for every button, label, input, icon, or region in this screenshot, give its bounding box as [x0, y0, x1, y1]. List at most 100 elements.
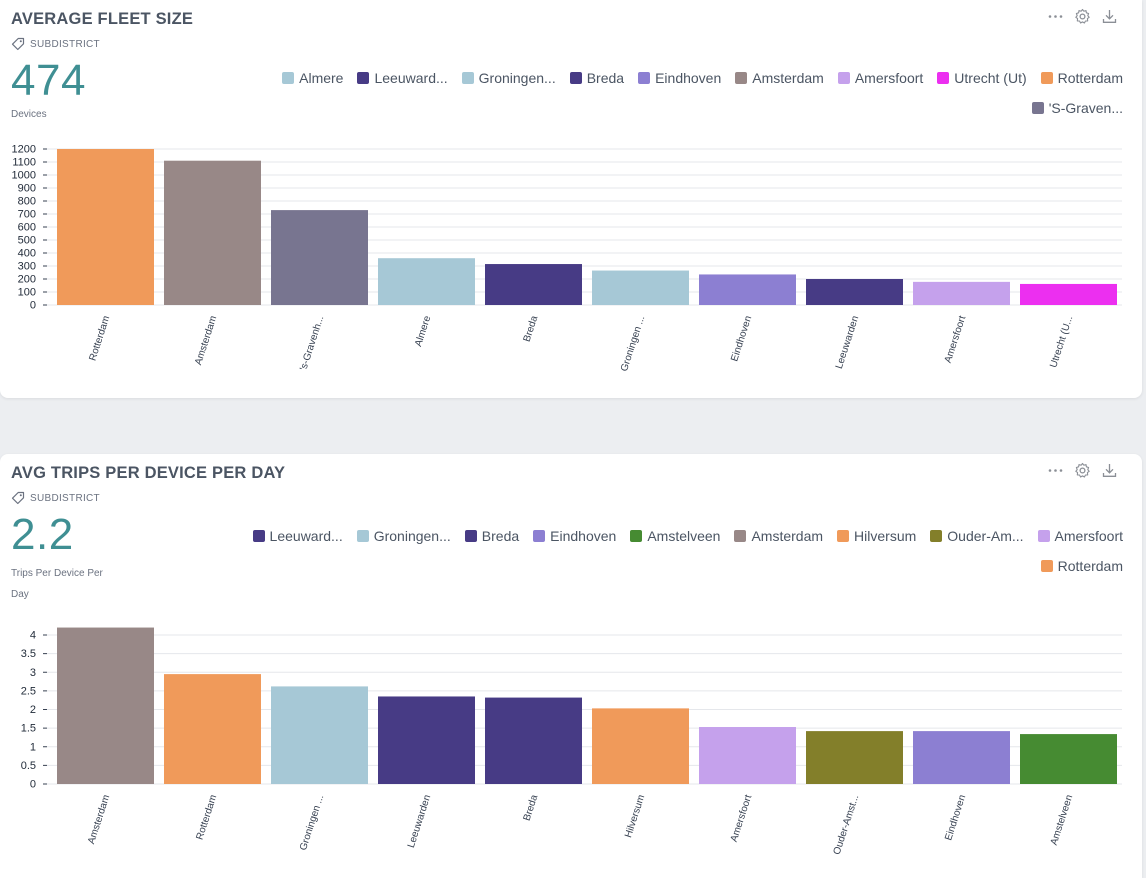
- x-category-label: Amersfoort: [729, 793, 755, 843]
- y-tick-label: 3: [30, 667, 36, 679]
- x-category-label: Amsterdam: [86, 794, 112, 846]
- download-icon[interactable]: [1101, 462, 1118, 479]
- legend-label: Amersfoort: [1054, 528, 1123, 544]
- y-tick-label: 700: [18, 209, 36, 221]
- legend-item[interactable]: Breda: [464, 527, 520, 545]
- x-category-label: Groningen ...: [619, 315, 647, 373]
- legend-swatch: [357, 72, 370, 84]
- legend-label: Amsterdam: [752, 70, 824, 86]
- x-category-label: Breda: [522, 793, 541, 822]
- y-tick-label: 1100: [12, 157, 36, 169]
- legend-item[interactable]: Amsterdam: [735, 69, 824, 87]
- y-tick-label: 0: [30, 300, 36, 312]
- legend-swatch: [356, 530, 369, 542]
- y-tick-label: 200: [18, 274, 36, 286]
- x-category-label: Leeuwarden: [406, 794, 433, 850]
- x-category-label: 's-Gravenh...: [298, 315, 326, 373]
- bar[interactable]: [164, 160, 261, 305]
- more-icon[interactable]: [1047, 8, 1064, 25]
- tag-row: SUBDISTRICT: [11, 491, 100, 505]
- more-icon[interactable]: [1047, 462, 1064, 479]
- legend-swatch: [464, 530, 477, 542]
- legend-item[interactable]: Groningen...: [461, 69, 556, 87]
- bar[interactable]: [271, 686, 368, 784]
- legend-item[interactable]: Hilversum: [837, 527, 916, 545]
- bar[interactable]: [806, 279, 903, 305]
- bar[interactable]: [1020, 283, 1117, 305]
- legend-label: Breda: [481, 528, 520, 544]
- bar[interactable]: [592, 708, 689, 784]
- y-tick-label: 100: [18, 287, 36, 299]
- bar[interactable]: [913, 731, 1010, 784]
- legend-swatch: [533, 530, 546, 542]
- gear-icon[interactable]: [1074, 8, 1091, 25]
- y-tick-label: 800: [18, 196, 36, 208]
- bar[interactable]: [57, 627, 154, 784]
- legend-swatch: [630, 530, 643, 542]
- legend-label: Leeuward...: [269, 528, 343, 544]
- legend-item[interactable]: Utrecht (Ut): [937, 69, 1027, 87]
- y-tick-label: 0: [30, 779, 36, 791]
- bar[interactable]: [1020, 734, 1117, 784]
- legend-item[interactable]: Ouder-Am...: [930, 527, 1024, 545]
- bar[interactable]: [699, 274, 796, 305]
- legend-label: Ouder-Am...: [947, 528, 1024, 544]
- bar[interactable]: [485, 264, 582, 305]
- x-category-label: Groningen ...: [298, 794, 326, 852]
- chart-legend: Almere Leeuward... Groningen... Breda Eindho…: [203, 69, 1123, 117]
- bar-chart: 0 0.5 1 1.5 2 2.5 3 3.5 4 Amsterdam Rotterdam Groni…: [21, 627, 1122, 857]
- legend-item[interactable]: Leeuward...: [252, 527, 343, 545]
- download-icon[interactable]: [1101, 8, 1118, 25]
- x-category-label: Almere: [413, 314, 433, 348]
- legend-item[interactable]: Rotterdam: [1040, 69, 1123, 87]
- bar[interactable]: [806, 731, 903, 784]
- y-tick-label: 0.5: [21, 760, 36, 772]
- bar[interactable]: [485, 697, 582, 784]
- bar[interactable]: [164, 674, 261, 784]
- legend-label: Rotterdam: [1057, 70, 1123, 86]
- legend-swatch: [837, 530, 850, 542]
- x-category-label: Amstelveen: [1049, 794, 1076, 847]
- bar[interactable]: [378, 258, 475, 305]
- gear-icon[interactable]: [1074, 462, 1091, 479]
- bar[interactable]: [57, 149, 154, 305]
- legend-swatch: [461, 72, 474, 84]
- bar[interactable]: [378, 696, 475, 784]
- tag-label: SUBDISTRICT: [30, 38, 100, 50]
- chart-legend: Leeuward... Groningen... Breda Eindhoven Ams…: [183, 527, 1123, 575]
- legend-item[interactable]: Leeuward...: [357, 69, 448, 87]
- bar[interactable]: [592, 270, 689, 305]
- y-tick-label: 400: [18, 248, 36, 260]
- legend-item[interactable]: Amstelveen: [630, 527, 720, 545]
- legend-item[interactable]: 'S-Graven...: [1031, 99, 1123, 117]
- bar[interactable]: [699, 727, 796, 784]
- legend-item[interactable]: Eindhoven: [638, 69, 721, 87]
- legend-item[interactable]: Almere: [282, 69, 343, 87]
- legend-item[interactable]: Rotterdam: [1040, 557, 1123, 575]
- legend-label: Hilversum: [854, 528, 917, 544]
- card-title: AVERAGE FLEET SIZE: [11, 10, 194, 28]
- x-category-label: Rotterdam: [87, 315, 112, 363]
- y-tick-label: 1000: [12, 170, 36, 182]
- x-category-label: Ouder-Amst...: [832, 794, 862, 857]
- bar[interactable]: [913, 281, 1010, 305]
- legend-item[interactable]: Groningen...: [356, 527, 451, 545]
- legend-item[interactable]: Eindhoven: [533, 527, 616, 545]
- legend-item[interactable]: Breda: [569, 69, 624, 87]
- x-category-label: Utrecht (U...: [1048, 315, 1075, 370]
- legend-label: Groningen...: [478, 70, 556, 86]
- y-tick-label: 3.5: [21, 648, 36, 660]
- legend-item[interactable]: Amersfoort: [837, 69, 923, 87]
- legend-swatch: [735, 72, 748, 84]
- unit-label: Devices: [11, 109, 47, 120]
- legend-swatch: [937, 72, 950, 84]
- legend-swatch: [837, 72, 850, 84]
- big-number: 474: [11, 56, 86, 105]
- y-tick-label: 2.5: [21, 685, 36, 697]
- bar[interactable]: [271, 210, 368, 305]
- big-number: 2.2: [11, 510, 74, 559]
- legend-label: Leeuward...: [374, 70, 448, 86]
- legend-item[interactable]: Amsterdam: [734, 527, 823, 545]
- legend-item[interactable]: Amersfoort: [1037, 527, 1123, 545]
- y-tick-label: 1200: [12, 144, 36, 156]
